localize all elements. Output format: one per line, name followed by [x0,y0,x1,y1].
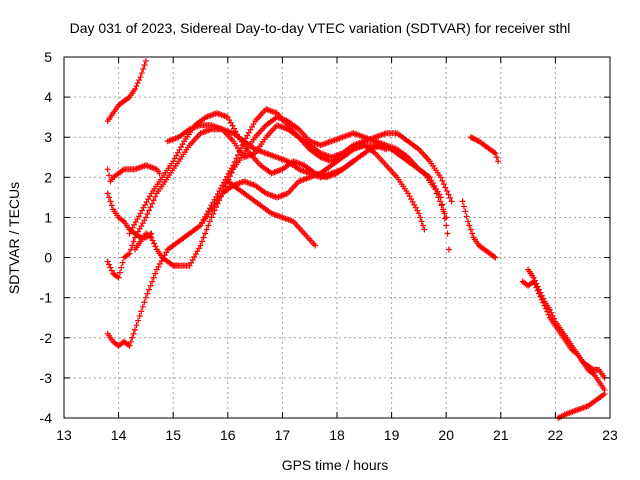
y-tick-label: 1 [44,209,52,225]
series-arc-9 [197,106,428,233]
y-tick-label: 3 [44,129,52,145]
x-tick-label: 18 [329,427,345,443]
series-arc-2 [104,162,163,185]
x-tick-label: 15 [165,427,181,443]
series-arc-5 [104,142,390,349]
y-tick-label: 4 [44,89,52,105]
x-axis-title: GPS time / hours [282,457,389,473]
series-points [224,178,319,249]
x-tick-label: 23 [602,427,618,443]
x-tick-label: 13 [56,427,72,443]
data-points [104,58,608,421]
series-points [197,106,428,233]
series-points [131,114,450,269]
y-tick-label: 5 [44,49,52,65]
series-arc-11 [459,198,499,261]
series-arc-12 [467,134,502,165]
chart-title: Day 031 of 2023, Sidereal Day-to-day VTE… [70,20,571,36]
axis-ticks [63,56,611,419]
x-tick-label: 20 [438,427,454,443]
x-tick-label: 14 [111,427,127,443]
y-tick-label: -1 [40,290,53,306]
x-tick-label: 16 [220,427,236,443]
y-tick-label: -4 [40,410,53,426]
series-points [459,198,499,261]
series-arc-7 [131,114,450,269]
y-tick-label: 2 [44,169,52,185]
x-tick-label: 19 [384,427,400,443]
y-tick-label: -3 [40,370,53,386]
series-points [104,162,163,185]
y-tick-label: -2 [40,330,53,346]
grid [64,57,610,418]
y-tick-label: 0 [44,250,52,266]
y-axis-title: SDTVAR / TECUs [6,182,22,294]
series-points [467,134,502,165]
series-points [525,266,608,393]
x-tick-label: 21 [493,427,509,443]
x-tick-label: 17 [275,427,291,443]
x-tick-label: 22 [548,427,564,443]
series-points [104,142,390,349]
series-points [555,390,608,421]
series-arc-14 [525,266,608,393]
series-arc-15 [555,390,608,421]
series-points [104,58,149,125]
series-arc-10 [224,178,319,249]
series-arc-1 [104,58,149,125]
